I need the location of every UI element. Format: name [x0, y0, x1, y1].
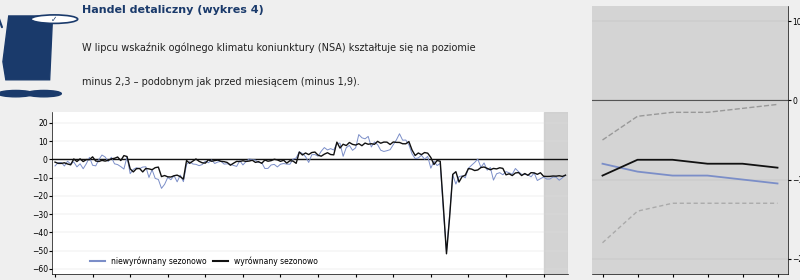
Circle shape [26, 90, 62, 97]
Legend: niewyrównany sezonowo, wyrównany sezonowo: niewyrównany sezonowo, wyrównany sezonow… [86, 253, 322, 269]
Bar [543, 112, 568, 274]
Text: Handel detaliczny (wykres 4): Handel detaliczny (wykres 4) [82, 5, 263, 15]
Text: minus 2,3 – podobnym jak przed miesiącem (minus 1,9).: minus 2,3 – podobnym jak przed miesiącem… [82, 77, 359, 87]
Polygon shape [3, 16, 53, 80]
Text: W lipcu wskaźnik ogólnego klimatu koniunktury (NSA) kształtuje się na poziomie: W lipcu wskaźnik ogólnego klimatu koniun… [82, 43, 475, 53]
Circle shape [0, 90, 34, 97]
Circle shape [31, 15, 78, 24]
Text: ✓: ✓ [51, 15, 58, 24]
